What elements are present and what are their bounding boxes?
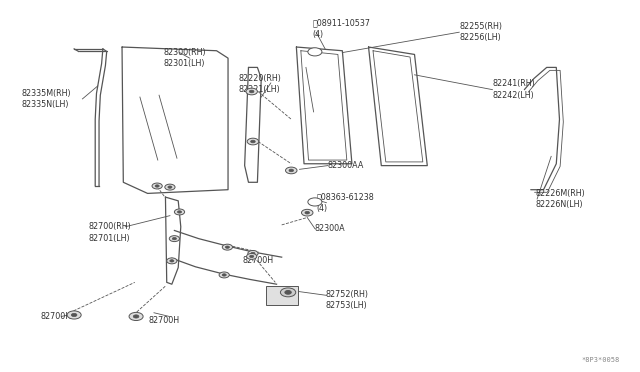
Text: 82335M(RH)
82335N(LH): 82335M(RH) 82335N(LH) [21,89,71,109]
Circle shape [250,255,253,257]
Circle shape [174,209,184,215]
Circle shape [280,288,296,297]
Circle shape [305,211,310,214]
Circle shape [219,272,229,278]
Circle shape [289,169,294,172]
Circle shape [246,253,257,259]
Text: 82700H: 82700H [149,316,180,325]
Circle shape [167,258,177,264]
Circle shape [152,183,163,189]
Text: 82700H: 82700H [40,312,72,321]
Circle shape [165,184,175,190]
Text: 82300A: 82300A [315,224,346,233]
Text: *8P3*0058: *8P3*0058 [582,357,620,363]
Text: 82226M(RH)
82226N(LH): 82226M(RH) 82226N(LH) [536,189,586,209]
Circle shape [133,315,139,318]
Circle shape [285,167,297,174]
Circle shape [177,211,182,213]
Text: 82241(RH)
82242(LH): 82241(RH) 82242(LH) [492,79,535,100]
Text: ⓝ08911-10537
(4): ⓝ08911-10537 (4) [312,18,371,39]
Bar [266,286,298,305]
Circle shape [155,185,159,187]
Circle shape [308,48,322,56]
Circle shape [170,260,174,262]
Circle shape [222,274,227,276]
Circle shape [129,312,143,321]
Text: 82300(RH)
82301(LH): 82300(RH) 82301(LH) [164,48,206,68]
Text: N: N [310,49,316,54]
Circle shape [71,313,77,317]
Circle shape [222,244,232,250]
Circle shape [308,198,322,206]
Text: 82300AA: 82300AA [328,161,364,170]
Circle shape [67,311,81,319]
Circle shape [248,250,258,256]
Circle shape [247,138,259,145]
Circle shape [225,246,230,248]
Circle shape [285,291,291,294]
Circle shape [172,237,177,240]
Circle shape [301,209,313,216]
Text: 82700H: 82700H [242,256,273,265]
Circle shape [251,252,255,255]
Text: 82255(RH)
82256(LH): 82255(RH) 82256(LH) [460,22,502,42]
Text: 82752(RH)
82753(LH): 82752(RH) 82753(LH) [325,290,368,310]
Circle shape [250,90,254,93]
Circle shape [251,140,255,143]
Circle shape [246,88,257,95]
Circle shape [168,186,172,188]
Text: S: S [310,199,316,205]
Text: 82220(RH)
82221(LH): 82220(RH) 82221(LH) [238,74,281,94]
Text: Ⓝ08363-61238
(4): Ⓝ08363-61238 (4) [316,192,374,213]
Circle shape [170,235,179,241]
Text: 82700(RH)
82701(LH): 82700(RH) 82701(LH) [89,222,132,243]
